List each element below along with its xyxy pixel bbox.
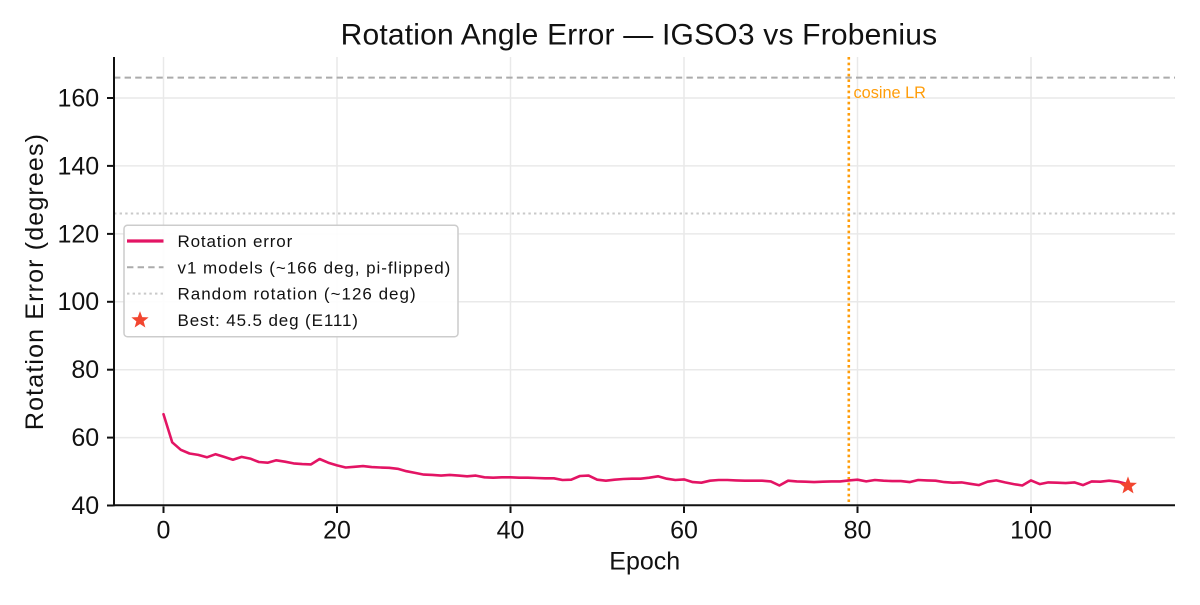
svg-text:160: 160 bbox=[57, 84, 99, 112]
svg-text:Rotation error: Rotation error bbox=[178, 232, 294, 251]
svg-text:100: 100 bbox=[57, 288, 99, 316]
svg-text:0: 0 bbox=[157, 517, 171, 545]
svg-text:80: 80 bbox=[71, 356, 99, 384]
svg-text:cosine LR: cosine LR bbox=[854, 84, 926, 102]
svg-text:140: 140 bbox=[57, 152, 99, 180]
svg-text:60: 60 bbox=[71, 424, 99, 452]
svg-text:60: 60 bbox=[670, 517, 698, 545]
svg-text:40: 40 bbox=[497, 517, 525, 545]
svg-text:80: 80 bbox=[844, 517, 872, 545]
svg-text:v1 models (~166 deg, pi-flippe: v1 models (~166 deg, pi-flipped) bbox=[178, 258, 452, 277]
svg-text:40: 40 bbox=[71, 492, 99, 520]
svg-text:Best: 45.5 deg (E111): Best: 45.5 deg (E111) bbox=[178, 311, 359, 330]
svg-text:100: 100 bbox=[1010, 517, 1052, 545]
svg-text:Rotation Angle Error — IGSO3 v: Rotation Angle Error — IGSO3 vs Frobeniu… bbox=[341, 19, 938, 52]
svg-text:Epoch: Epoch bbox=[609, 548, 680, 576]
svg-text:20: 20 bbox=[323, 517, 351, 545]
svg-text:120: 120 bbox=[57, 220, 99, 248]
svg-text:Rotation Error (degrees): Rotation Error (degrees) bbox=[21, 133, 49, 430]
svg-text:Random rotation (~126 deg): Random rotation (~126 deg) bbox=[178, 285, 417, 304]
